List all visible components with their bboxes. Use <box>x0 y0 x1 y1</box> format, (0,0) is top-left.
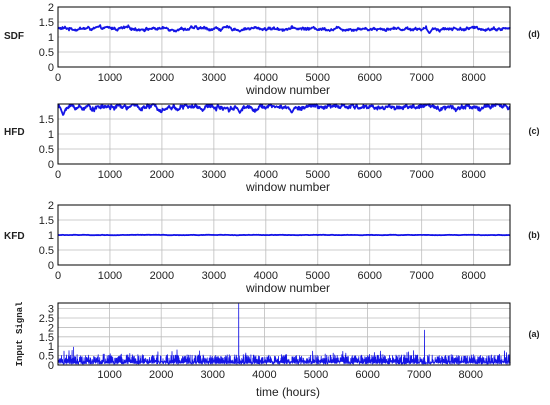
plot-frame <box>57 204 511 266</box>
x-tick-label: 0 <box>55 72 61 84</box>
x-tick-label: 1000 <box>98 169 122 181</box>
series-line-input <box>57 303 511 365</box>
x-tick-label: 7000 <box>409 270 433 282</box>
x-tick-label: 6000 <box>355 369 379 381</box>
x-tick-label: 2000 <box>149 369 173 381</box>
series-line-kfd <box>57 233 511 237</box>
x-tick-label: 0 <box>55 169 61 181</box>
x-tick-label: 5000 <box>306 72 330 84</box>
x-axis-label: time (hours) <box>256 385 320 399</box>
y-tick-label: 1.5 <box>39 332 54 344</box>
x-tick-label: 3000 <box>202 169 226 181</box>
y-tick-label: 3 <box>48 304 54 316</box>
plot-frame <box>57 302 511 366</box>
x-tick-label: 6000 <box>357 169 381 181</box>
y-tick-label: 0 <box>48 159 54 171</box>
y-tick-label: 0 <box>48 62 54 74</box>
y-tick-label: 0.5 <box>39 47 54 59</box>
y-axis-label: SDF <box>4 31 24 42</box>
x-tick-label: 7000 <box>407 369 431 381</box>
x-tick-label: 1000 <box>97 369 121 381</box>
panel-label: (b) <box>528 230 540 240</box>
y-tick-label: 0 <box>48 260 54 272</box>
y-tick-label: 1.5 <box>39 114 54 126</box>
x-tick-label: 7000 <box>409 169 433 181</box>
x-tick-label: 2000 <box>150 270 174 282</box>
x-axis-label: window number <box>245 83 330 97</box>
panel-label: (d) <box>528 29 540 39</box>
plot-frame <box>57 103 511 165</box>
panel-sdf: 0 0.5 1 1.5 2 0 1000 2000 3000 4000 5000 6000 7000 80… <box>4 2 540 97</box>
y-tick-label: 1.5 <box>39 17 54 29</box>
y-tick-label: 0.5 <box>39 144 54 156</box>
panel-label: (c) <box>529 126 540 136</box>
x-tick-label: 7000 <box>409 72 433 84</box>
panel-hfd: 0 0.5 1 1.5 0 1000 2000 3000 4000 5000 6000 7000 800… <box>4 103 540 194</box>
x-tick-label: 6000 <box>357 270 381 282</box>
series-line-hfd <box>57 103 511 116</box>
grid <box>57 6 510 68</box>
x-tick-label: 0 <box>55 270 61 282</box>
x-tick-label: 8000 <box>461 270 485 282</box>
series-line-sdf <box>57 24 511 34</box>
y-tick-label: 0.5 <box>39 245 54 257</box>
panel-kfd: 0 0.5 1 1.5 2 0 1000 2000 3000 4000 5000 6000 7000 80… <box>4 200 540 295</box>
panel-input: 00.511.522.53 1000 2000 3000 4000 5000 6000 700… <box>15 301 540 399</box>
x-tick-label: 4000 <box>254 270 278 282</box>
x-tick-label: 4000 <box>252 369 276 381</box>
x-tick-label: 8000 <box>461 72 485 84</box>
x-tick-label: 3000 <box>202 270 226 282</box>
y-tick-label: 1.5 <box>39 215 54 227</box>
x-tick-label: 8000 <box>459 369 483 381</box>
x-axis-label: window number <box>245 180 330 194</box>
plot-frame <box>57 6 511 68</box>
x-tick-label: 5000 <box>306 169 330 181</box>
x-tick-label: 2000 <box>150 169 174 181</box>
y-axis-label: Input Signal <box>15 301 25 366</box>
y-tick-label: 0 <box>48 360 54 372</box>
y-tick-label: 2.5 <box>39 313 54 325</box>
x-tick-label: 8000 <box>461 169 485 181</box>
x-axis-label: window number <box>245 281 330 295</box>
y-axis-label: HFD <box>4 127 25 138</box>
x-tick-label: 4000 <box>254 169 278 181</box>
x-tick-label: 5000 <box>304 369 328 381</box>
x-tick-label: 4000 <box>254 72 278 84</box>
y-tick-label: 2 <box>48 2 54 14</box>
x-tick-label: 2000 <box>150 72 174 84</box>
x-tick-label: 3000 <box>201 369 225 381</box>
panel-label: (a) <box>529 329 540 339</box>
x-tick-label: 3000 <box>202 72 226 84</box>
y-tick-label: 0.5 <box>39 351 54 363</box>
y-tick-label: 1 <box>48 230 54 242</box>
y-tick-label: 1 <box>48 341 54 353</box>
x-tick-label: 1000 <box>98 270 122 282</box>
y-tick-label: 1 <box>48 32 54 44</box>
y-tick-label: 2 <box>48 200 54 212</box>
x-tick-label: 1000 <box>98 72 122 84</box>
y-axis-label: KFD <box>4 231 25 242</box>
x-tick-label: 5000 <box>306 270 330 282</box>
grid <box>57 104 510 165</box>
y-tick-label: 2 <box>48 322 54 334</box>
y-tick-label: 1 <box>48 129 54 141</box>
x-tick-label: 6000 <box>357 72 381 84</box>
